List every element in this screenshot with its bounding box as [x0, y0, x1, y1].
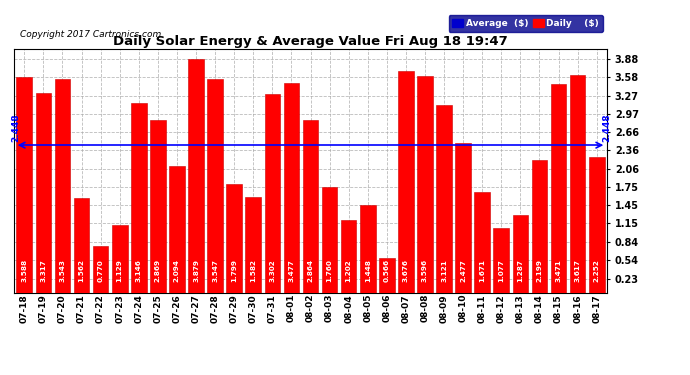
Bar: [322, 187, 337, 292]
Bar: [417, 76, 433, 292]
Bar: [207, 79, 223, 292]
Text: 3.317: 3.317: [41, 259, 46, 282]
Text: 1.671: 1.671: [480, 259, 485, 282]
Bar: [169, 166, 185, 292]
Legend: Average  ($), Daily    ($): Average ($), Daily ($): [448, 15, 602, 32]
Bar: [36, 93, 51, 292]
Text: 1.448: 1.448: [365, 259, 371, 282]
Bar: [436, 105, 452, 292]
Text: 3.471: 3.471: [555, 259, 562, 282]
Text: 1.129: 1.129: [117, 259, 123, 282]
Text: 0.770: 0.770: [97, 259, 104, 282]
Text: 3.596: 3.596: [422, 258, 428, 282]
Bar: [303, 120, 318, 292]
Text: 3.676: 3.676: [403, 259, 409, 282]
Bar: [92, 246, 108, 292]
Bar: [246, 197, 261, 292]
Text: 1.582: 1.582: [250, 259, 256, 282]
Bar: [150, 120, 166, 292]
Bar: [570, 75, 585, 292]
Bar: [264, 94, 280, 292]
Text: 1.760: 1.760: [326, 259, 333, 282]
Text: 3.617: 3.617: [575, 259, 580, 282]
Text: 2.864: 2.864: [308, 259, 313, 282]
Text: 1.287: 1.287: [518, 259, 524, 282]
Bar: [55, 79, 70, 292]
Bar: [475, 192, 490, 292]
Text: 3.146: 3.146: [136, 259, 141, 282]
Title: Daily Solar Energy & Average Value Fri Aug 18 19:47: Daily Solar Energy & Average Value Fri A…: [113, 34, 508, 48]
Text: 1.077: 1.077: [498, 259, 504, 282]
Bar: [531, 160, 547, 292]
Bar: [455, 143, 471, 292]
Text: 3.543: 3.543: [59, 259, 66, 282]
Text: 2.199: 2.199: [536, 259, 542, 282]
Bar: [341, 220, 357, 292]
Text: 3.477: 3.477: [288, 259, 295, 282]
Bar: [188, 59, 204, 292]
Text: 1.799: 1.799: [231, 259, 237, 282]
Bar: [398, 71, 414, 292]
Text: 2.869: 2.869: [155, 258, 161, 282]
Text: 3.302: 3.302: [269, 259, 275, 282]
Bar: [589, 157, 604, 292]
Text: 2.252: 2.252: [593, 259, 600, 282]
Text: Copyright 2017 Cartronics.com: Copyright 2017 Cartronics.com: [20, 30, 161, 39]
Text: 3.547: 3.547: [212, 259, 218, 282]
Text: 0.566: 0.566: [384, 258, 390, 282]
Text: 3.588: 3.588: [21, 258, 28, 282]
Bar: [360, 206, 375, 292]
Bar: [17, 76, 32, 292]
Bar: [379, 258, 395, 292]
Text: 1.202: 1.202: [346, 259, 352, 282]
Bar: [226, 184, 242, 292]
Text: 2.448: 2.448: [602, 113, 612, 141]
Bar: [551, 84, 566, 292]
Bar: [493, 228, 509, 292]
Bar: [112, 225, 128, 292]
Text: 2.477: 2.477: [460, 259, 466, 282]
Bar: [513, 215, 529, 292]
Text: 3.121: 3.121: [441, 259, 447, 282]
Bar: [131, 103, 146, 292]
Text: 3.879: 3.879: [193, 259, 199, 282]
Text: 2.094: 2.094: [174, 259, 180, 282]
Text: 1.562: 1.562: [79, 259, 85, 282]
Bar: [284, 83, 299, 292]
Bar: [74, 198, 90, 292]
Text: 2.448: 2.448: [11, 113, 20, 141]
